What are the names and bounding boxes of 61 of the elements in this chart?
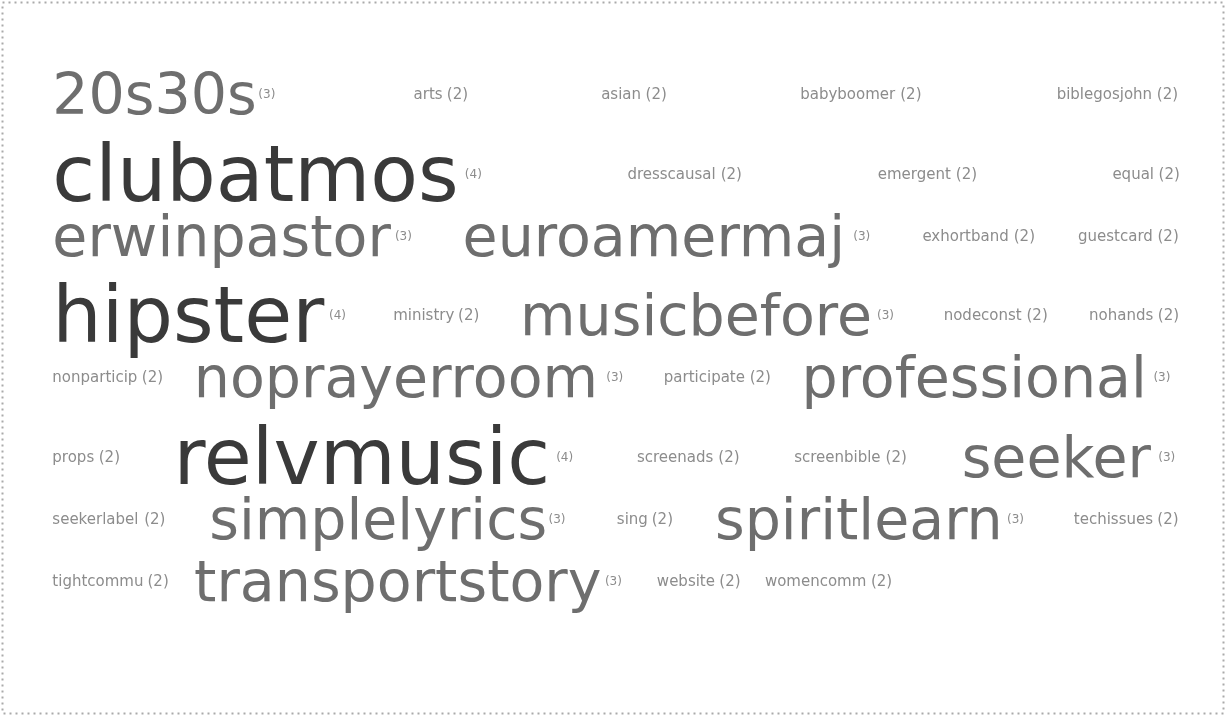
category-label: website (656, 571, 715, 590)
category-label: arts (413, 85, 443, 104)
category-label: seekerlabel (52, 509, 139, 528)
data-label: (2) (1156, 85, 1179, 104)
data-label: (2) (1157, 306, 1180, 325)
category-label: 20s30s (52, 61, 257, 128)
category-label: techissues (1073, 509, 1154, 528)
category-label: props (52, 448, 95, 467)
category-label: dresscausal (627, 164, 716, 183)
data-label: (3) (548, 511, 566, 526)
data-label: (2) (1026, 306, 1048, 325)
data-label: (2) (870, 571, 893, 590)
data-label: (2) (1013, 226, 1035, 245)
data-label: (2) (1158, 164, 1180, 183)
category-label: euroamermaj (462, 202, 846, 269)
data-label: (3) (606, 370, 624, 385)
data-label: (2) (147, 571, 169, 590)
category-label: exhortband (922, 226, 1009, 245)
data-label: (4) (556, 450, 574, 465)
category-label: biblegosjohn (1056, 85, 1153, 104)
data-label: (2) (144, 509, 166, 528)
category-label: participate (663, 368, 745, 387)
category-label: emergent (877, 164, 951, 183)
category-label: ministry (393, 306, 455, 325)
data-label: (4) (464, 166, 482, 181)
data-label: (3) (258, 87, 276, 102)
data-label: (4) (328, 308, 346, 323)
data-label: (2) (645, 85, 667, 104)
category-label: asian (601, 85, 642, 104)
data-label: (2) (651, 509, 673, 528)
category-label: babyboomer (800, 85, 897, 104)
category-label: nohands (1089, 306, 1154, 325)
data-label: (2) (458, 306, 480, 325)
category-label: screenbible (794, 448, 881, 467)
data-label: (2) (720, 164, 742, 183)
data-label: (2) (1157, 226, 1179, 245)
data-label: (2) (98, 448, 120, 467)
data-label: (3) (877, 308, 895, 323)
category-label: womencomm (764, 571, 867, 590)
data-label: (3) (1153, 370, 1171, 385)
category-label: guestcard (1078, 226, 1153, 245)
category-label: equal (1112, 164, 1155, 183)
data-label: (2) (955, 164, 978, 183)
category-label: nonparticip (52, 368, 138, 387)
data-label: (2) (718, 448, 740, 467)
category-label: screenads (636, 448, 714, 467)
data-label: (3) (1158, 450, 1176, 465)
data-label: (2) (900, 85, 922, 104)
data-label: (3) (1006, 511, 1024, 526)
category-label: sing (616, 509, 648, 528)
data-label: (2) (719, 571, 741, 590)
data-label: (3) (853, 228, 871, 243)
data-label: (2) (446, 85, 469, 104)
data-label: (3) (604, 573, 622, 588)
category-label: nodeconst (943, 306, 1022, 325)
data-label: (2) (1157, 509, 1179, 528)
data-label: (2) (141, 368, 164, 387)
data-label: (2) (749, 368, 771, 387)
data-label: (3) (394, 228, 412, 243)
category-label: tightcommu (52, 571, 144, 590)
data-label: (2) (885, 448, 907, 467)
